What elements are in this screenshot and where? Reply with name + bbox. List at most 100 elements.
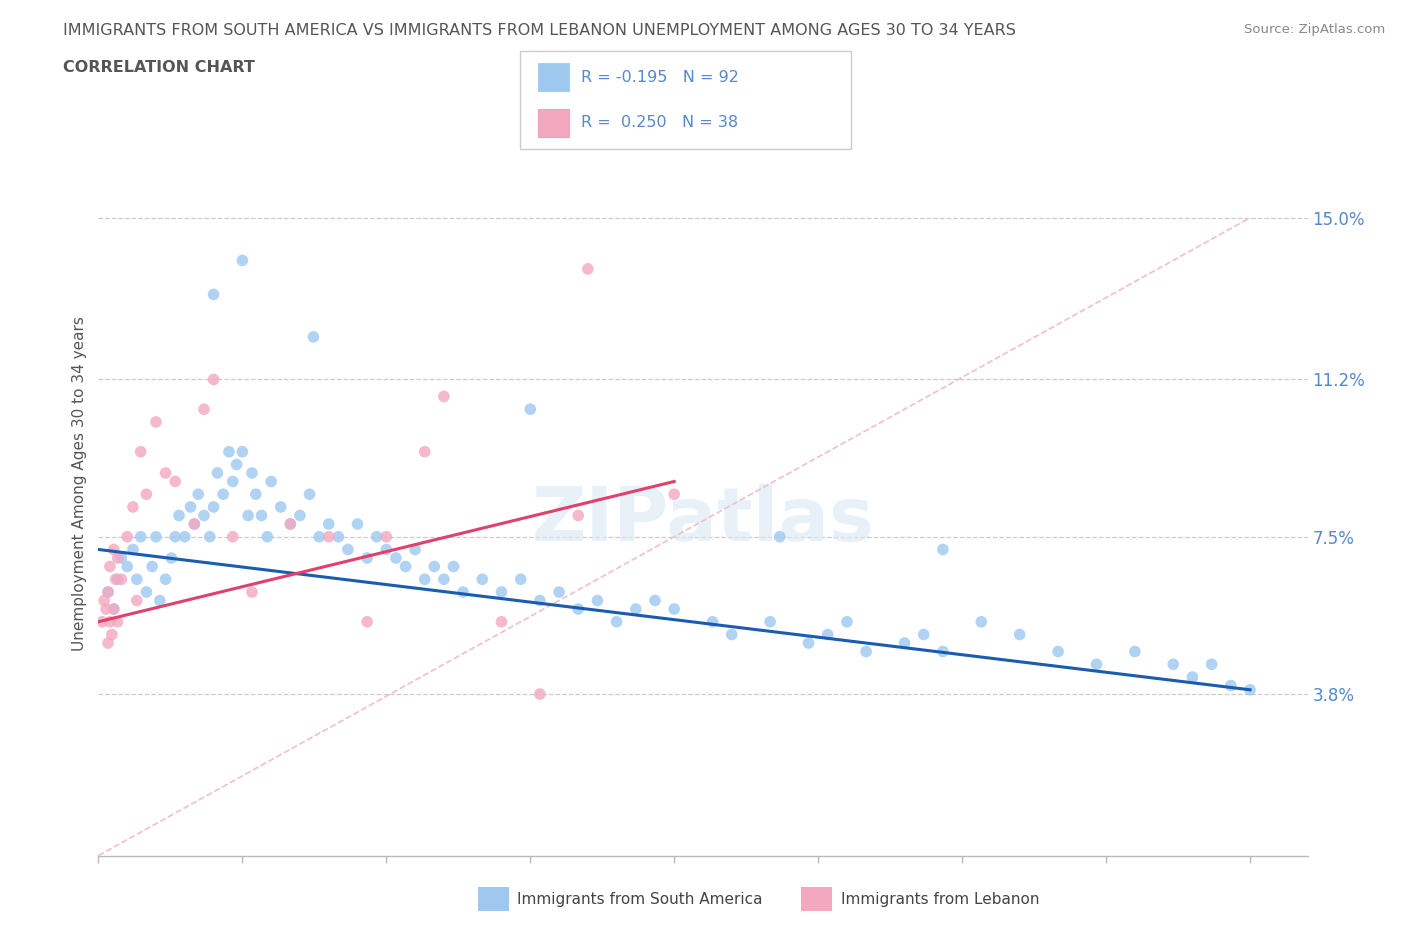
Point (356, 551, 378, 565)
Point (103, 542, 125, 557)
Point (529, 686, 551, 701)
Point (797, 635, 820, 650)
Point (1181, 670, 1204, 684)
Point (932, 542, 955, 557)
Point (433, 389, 456, 404)
Point (129, 529, 152, 544)
Point (198, 529, 221, 544)
Point (318, 516, 340, 531)
Point (298, 486, 321, 501)
Point (155, 572, 177, 587)
Point (202, 287, 225, 302)
Point (110, 572, 132, 587)
Point (101, 627, 124, 642)
Point (893, 635, 915, 650)
Point (451, 585, 474, 600)
Point (759, 615, 782, 630)
Point (231, 253, 253, 268)
Point (567, 602, 589, 617)
Point (115, 559, 138, 574)
Point (375, 542, 398, 557)
Point (193, 402, 215, 417)
Point (336, 542, 359, 557)
Point (135, 486, 157, 501)
Point (93, 593, 115, 608)
Point (165, 529, 187, 544)
Point (769, 529, 792, 544)
Point (183, 516, 205, 531)
Point (231, 445, 253, 459)
Point (110, 551, 132, 565)
Point (107, 551, 129, 565)
Point (125, 593, 148, 608)
Point (103, 602, 125, 617)
Point (404, 542, 426, 557)
Point (366, 529, 388, 544)
Text: R = -0.195   N = 92: R = -0.195 N = 92 (581, 70, 738, 85)
Point (202, 372, 225, 387)
Point (567, 508, 589, 523)
Point (491, 585, 513, 600)
Point (529, 593, 551, 608)
Point (413, 445, 436, 459)
Point (586, 593, 609, 608)
Text: Immigrants from Lebanon: Immigrants from Lebanon (841, 892, 1039, 907)
Point (155, 466, 177, 481)
Point (245, 486, 267, 501)
Point (222, 474, 245, 489)
Point (394, 559, 416, 574)
Point (576, 261, 599, 276)
Point (91, 615, 114, 630)
Point (413, 572, 436, 587)
Point (260, 474, 283, 489)
Point (135, 585, 157, 600)
Point (183, 516, 205, 531)
Point (356, 615, 378, 630)
Point (256, 529, 278, 544)
Point (346, 516, 368, 531)
Point (141, 559, 163, 574)
Point (240, 466, 263, 481)
Point (207, 466, 229, 481)
Point (218, 445, 240, 459)
Point (932, 644, 955, 659)
Point (115, 529, 138, 544)
Point (167, 508, 190, 523)
Point (145, 415, 167, 430)
Point (644, 593, 666, 608)
Point (288, 508, 311, 523)
Point (1047, 644, 1070, 659)
Point (97, 585, 120, 600)
Point (236, 508, 259, 523)
Point (385, 551, 408, 565)
Point (375, 529, 398, 544)
Point (97, 635, 120, 650)
Point (664, 602, 686, 617)
Point (1085, 657, 1108, 671)
Point (491, 615, 513, 630)
Point (1239, 683, 1261, 698)
Point (280, 516, 302, 531)
Point (187, 486, 209, 501)
Point (302, 329, 325, 344)
Point (125, 572, 148, 587)
Point (471, 572, 494, 587)
Y-axis label: Unemployment Among Ages 30 to 34 years: Unemployment Among Ages 30 to 34 years (72, 316, 87, 651)
Point (160, 551, 183, 565)
Point (308, 529, 330, 544)
Point (318, 529, 340, 544)
Point (94, 602, 117, 617)
Point (912, 627, 935, 642)
Point (145, 529, 167, 544)
Point (122, 499, 145, 514)
Point (225, 457, 247, 472)
Point (97, 585, 120, 600)
Text: IMMIGRANTS FROM SOUTH AMERICA VS IMMIGRANTS FROM LEBANON UNEMPLOYMENT AMONG AGES: IMMIGRANTS FROM SOUTH AMERICA VS IMMIGRA… (63, 23, 1017, 38)
Point (129, 445, 152, 459)
Point (98, 615, 121, 630)
Point (817, 627, 839, 642)
Point (222, 529, 245, 544)
Point (720, 627, 742, 642)
Point (606, 615, 628, 630)
Point (855, 644, 877, 659)
